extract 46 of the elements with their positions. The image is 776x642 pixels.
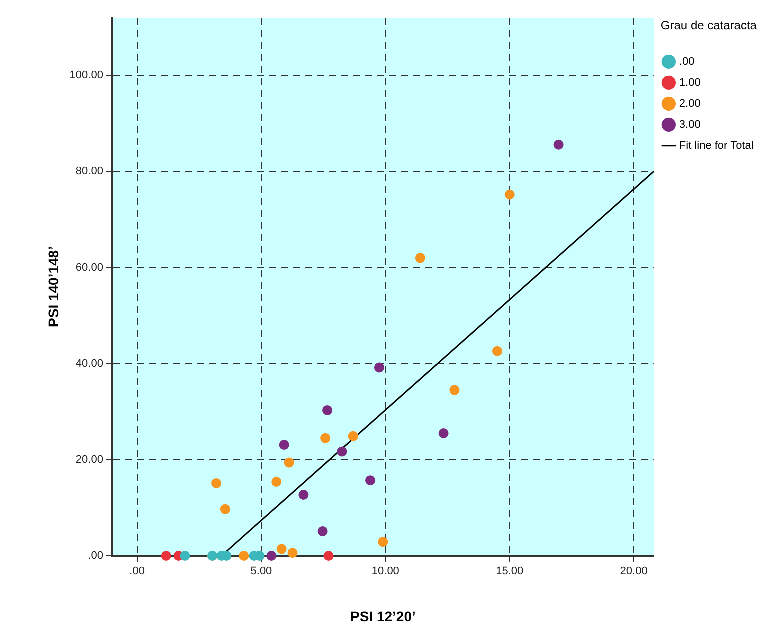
- point: [554, 140, 564, 150]
- point: [450, 385, 460, 396]
- y-tick-label: 20.00: [76, 454, 104, 466]
- point: [322, 405, 333, 416]
- x-tick-label: 10.00: [372, 566, 400, 578]
- point: [374, 362, 384, 373]
- point: [298, 490, 309, 500]
- y-axis-title: PSI 140’148’: [45, 246, 62, 328]
- point: [272, 477, 282, 488]
- point: [415, 253, 426, 264]
- point: [438, 428, 449, 439]
- legend-label: 1.00: [679, 76, 701, 89]
- point: [348, 431, 358, 442]
- y-tick-label: 40.00: [76, 358, 104, 370]
- x-tick-label: 5.00: [250, 566, 272, 578]
- point: [504, 190, 515, 200]
- y-tick-label: .00: [88, 550, 104, 562]
- x-tick-label: .00: [130, 566, 145, 578]
- point: [180, 551, 190, 561]
- legend-label: .00: [679, 56, 695, 68]
- point: [239, 551, 250, 561]
- point: [212, 478, 222, 488]
- point: [324, 551, 334, 561]
- point: [276, 544, 287, 554]
- point: [320, 433, 331, 444]
- point: [161, 551, 172, 561]
- point: [279, 440, 290, 450]
- point: [220, 504, 230, 514]
- x-tick-label: 15.00: [496, 566, 524, 578]
- legend-title: Grau de cataracta: [660, 18, 758, 32]
- point: [266, 551, 277, 561]
- point: [337, 446, 348, 457]
- point: [284, 458, 294, 468]
- legend-label: 2.00: [679, 98, 701, 110]
- point: [318, 526, 328, 536]
- legend-label: 3.00: [679, 118, 701, 131]
- point: [288, 548, 298, 558]
- y-tick-label: 100.00: [70, 70, 104, 82]
- point: [366, 476, 376, 486]
- point: [378, 537, 388, 548]
- x-axis-title: PSI 12’20’: [350, 608, 416, 624]
- y-tick-label: 80.00: [76, 166, 104, 178]
- y-tick-label: 60.00: [76, 262, 104, 274]
- legend-label: Fit line for Total: [679, 140, 754, 152]
- point: [492, 346, 502, 356]
- x-tick-label: 20.00: [620, 566, 648, 578]
